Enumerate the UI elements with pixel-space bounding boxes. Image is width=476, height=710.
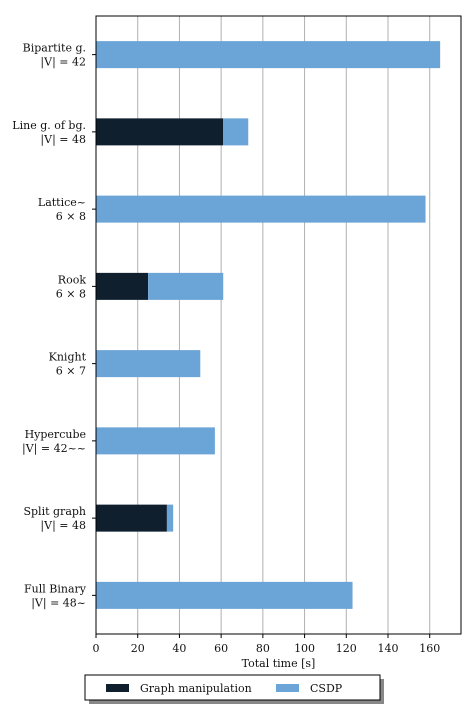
y-tick-label-line2: 6 × 7	[56, 365, 86, 378]
y-tick-label-line1: Rook	[58, 273, 87, 286]
x-tick-label: 20	[131, 642, 145, 655]
legend-label-csdp: CSDP	[310, 682, 343, 695]
legend-label-graph-manipulation: Graph manipulation	[140, 682, 252, 695]
y-tick-label-line2: |V| = 42	[40, 56, 86, 70]
y-tick-label-line2: |V| = 48	[40, 133, 86, 147]
bar-csdp	[96, 41, 441, 69]
bar-csdp	[96, 350, 201, 378]
bar-csdp	[96, 581, 353, 609]
bars	[96, 41, 441, 609]
x-tick-label: 100	[294, 642, 315, 655]
x-tick-label: 60	[214, 642, 228, 655]
y-tick-label-line1: Split graph	[23, 505, 86, 518]
x-ticks: 0 20 40 60 80 100 120 140 160	[93, 634, 440, 655]
y-tick-label-line1: Lattice~	[38, 196, 86, 209]
x-tick-label: 140	[378, 642, 399, 655]
y-tick-label-line1: Line g. of bg.	[12, 119, 86, 132]
bar-graph-manipulation	[96, 272, 149, 300]
legend-swatch-graph-manipulation	[106, 684, 129, 692]
x-tick-label: 160	[419, 642, 440, 655]
x-tick-label: 0	[93, 642, 100, 655]
bar-csdp	[223, 118, 249, 146]
y-tick-label-line1: Knight	[49, 351, 87, 364]
y-tick-label-line2: 6 × 8	[56, 210, 86, 223]
legend-box	[84, 674, 381, 701]
legend: Graph manipulation CSDP	[84, 674, 384, 704]
x-tick-label: 120	[336, 642, 357, 655]
bar-csdp	[96, 195, 426, 223]
bar-csdp	[166, 504, 174, 532]
bar-graph-manipulation	[96, 118, 224, 146]
x-axis-title: Total time [s]	[242, 657, 316, 670]
y-tick-label-line2: |V| = 42~~	[22, 442, 86, 456]
y-tick-label-line1: Hypercube	[25, 428, 86, 441]
plot-frame	[95, 15, 462, 635]
y-tick-label-line2: 6 × 8	[56, 287, 86, 300]
grid-lines	[137, 16, 431, 634]
y-tick-label-line2: |V| = 48~	[31, 596, 86, 610]
bar-csdp	[148, 272, 224, 300]
x-tick-label: 80	[256, 642, 270, 655]
x-tick-label: 40	[172, 642, 186, 655]
legend-swatch-csdp	[276, 684, 299, 692]
y-tick-label-line1: Bipartite g.	[23, 42, 86, 55]
bar-csdp	[96, 427, 215, 455]
bar-graph-manipulation	[96, 504, 167, 532]
y-tick-label-line1: Full Binary	[24, 582, 87, 595]
y-tick-label-line2: |V| = 48	[40, 519, 86, 533]
